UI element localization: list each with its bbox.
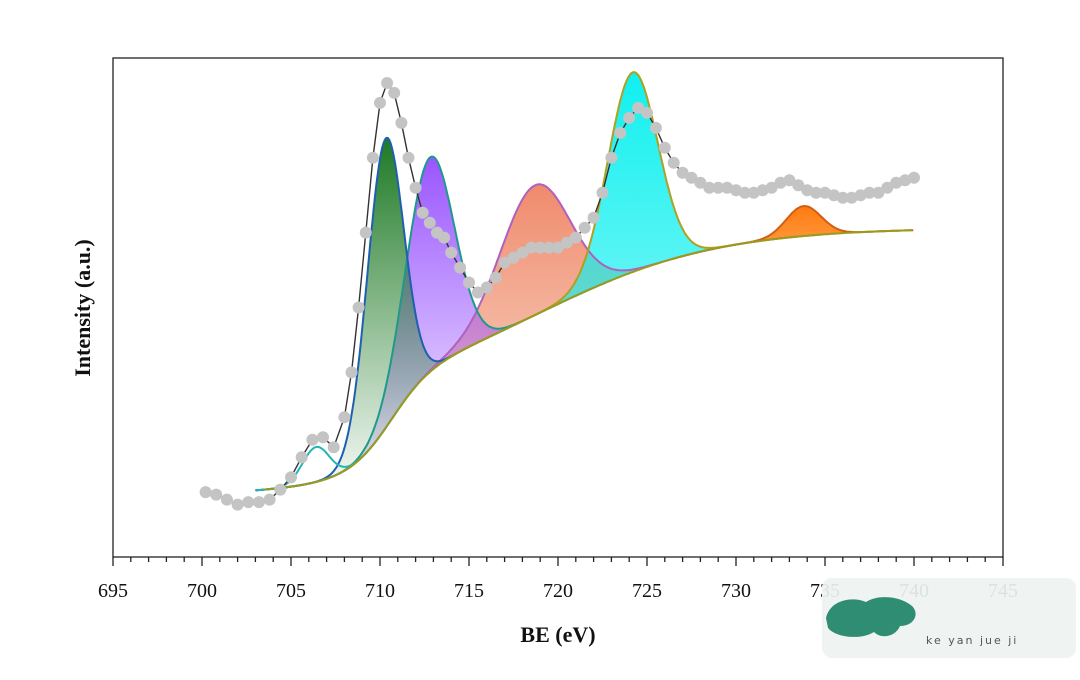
plot-frame	[112, 57, 1004, 558]
data-point	[274, 483, 287, 496]
data-point	[569, 231, 582, 244]
data-point	[471, 286, 484, 299]
data-point	[285, 471, 297, 484]
x-tick-label: 730	[721, 580, 751, 602]
data-point	[388, 86, 401, 99]
x-axis-label: BE (eV)	[520, 622, 595, 647]
data-point	[881, 181, 894, 194]
x-tick-label: 715	[454, 580, 484, 602]
data-point	[836, 191, 849, 204]
data-point	[516, 246, 529, 259]
data-point	[359, 226, 372, 239]
data-point	[327, 441, 340, 454]
data-point	[596, 186, 609, 199]
data-point	[792, 179, 805, 192]
x-tick-label: 700	[187, 580, 217, 602]
data-point	[676, 166, 689, 179]
peak-fill-green	[255, 137, 522, 491]
data-point	[810, 186, 823, 199]
data-point	[623, 111, 636, 124]
data-point	[366, 151, 379, 164]
data-point	[352, 301, 365, 314]
y-axis-label: Intensity (a.u.)	[70, 239, 95, 377]
data-point	[712, 181, 725, 194]
data-point	[703, 181, 716, 194]
data-point	[578, 221, 591, 234]
data-point	[263, 493, 276, 506]
data-point	[498, 256, 511, 269]
data-point	[649, 121, 662, 134]
data-point	[199, 486, 212, 499]
data-point	[641, 106, 653, 119]
data-point	[507, 251, 520, 264]
x-tick-label: 695	[98, 580, 128, 602]
data-point	[220, 493, 233, 506]
data-point	[489, 271, 502, 284]
x-tick-label: 720	[543, 580, 573, 602]
data-point	[605, 151, 618, 164]
data-point	[210, 488, 223, 501]
data-point	[381, 77, 394, 89]
data-point	[658, 141, 671, 154]
data-point	[863, 186, 876, 199]
peak-fill-cyan	[444, 72, 821, 361]
data-point	[317, 431, 329, 444]
data-point	[402, 151, 415, 164]
peak-fill-purple	[255, 156, 612, 491]
data-point	[345, 366, 358, 379]
data-point	[416, 206, 429, 219]
x-tick-label: 710	[365, 580, 395, 602]
data-point	[445, 246, 458, 259]
data-point	[560, 236, 573, 249]
data-point	[667, 156, 680, 169]
data-point	[543, 241, 556, 254]
data-point	[295, 451, 308, 464]
data-point	[463, 276, 475, 289]
watermark-text: ke yan jue ji	[926, 634, 1019, 647]
data-point	[438, 231, 451, 244]
background-line	[264, 229, 913, 491]
data-point	[231, 498, 244, 511]
data-point	[253, 496, 265, 509]
watermark: ke yan jue ji	[822, 578, 1076, 658]
data-point	[694, 176, 707, 189]
data-point	[587, 211, 600, 224]
data-point	[338, 411, 351, 424]
data-point	[454, 261, 467, 274]
x-tick-label: 705	[276, 580, 306, 602]
data-point	[614, 126, 627, 139]
data-point	[306, 433, 319, 446]
data-point	[738, 186, 751, 199]
data-point	[534, 241, 547, 254]
data-point	[552, 241, 564, 254]
data-point	[765, 181, 778, 194]
x-tick-label: 725	[632, 580, 662, 602]
data-point	[783, 174, 796, 187]
data-point	[395, 116, 408, 129]
watermark-logo	[826, 597, 916, 637]
peak-fill-orange	[672, 206, 914, 259]
data-point	[423, 216, 436, 229]
data-point	[409, 181, 422, 194]
data-point	[908, 171, 920, 184]
data-point	[525, 241, 538, 254]
data-point	[374, 96, 386, 109]
data-point	[872, 186, 885, 199]
data-point	[632, 101, 645, 114]
data-point	[242, 496, 255, 509]
data-point	[480, 281, 493, 294]
data-point	[685, 171, 698, 184]
